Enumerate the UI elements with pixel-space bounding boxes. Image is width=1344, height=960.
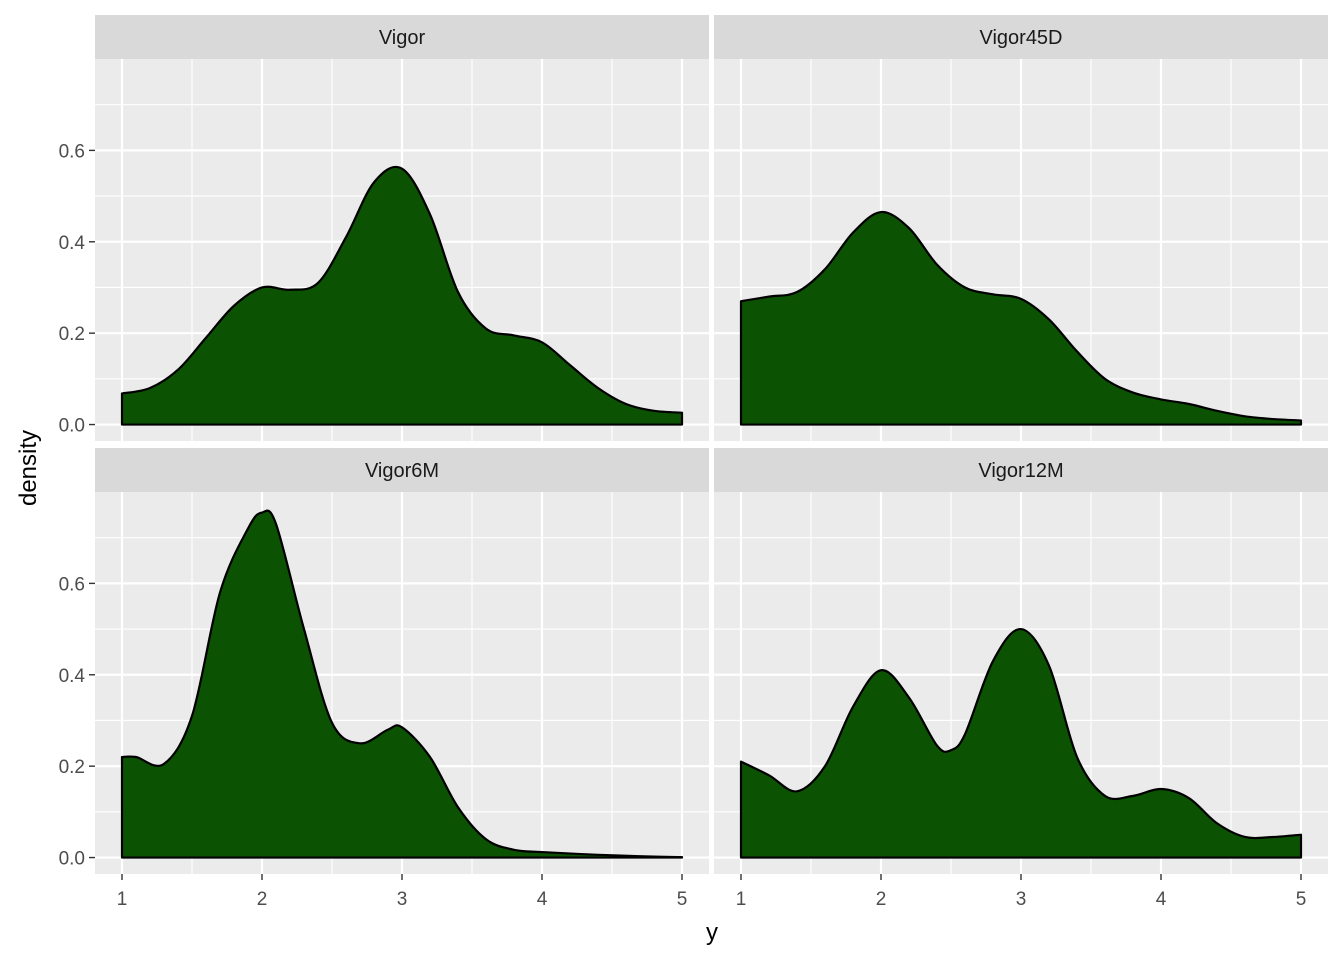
panel-vigor: Vigor: [95, 15, 709, 441]
panel-vigor12m: Vigor12M: [714, 448, 1328, 874]
strip-label-vigor45d: Vigor45D: [979, 27, 1062, 49]
strip-label-vigor6m: Vigor6M: [365, 460, 439, 482]
x-tick-label: 1: [117, 889, 128, 910]
strip-vigor12m: [714, 448, 1328, 492]
density-area-vigor45d: [739, 210, 1303, 426]
density-area-vigor12m: [739, 627, 1303, 859]
panels-layer: Vigor Vigor45D Vigor6M Vigor12M: [95, 15, 1328, 874]
strip-label-vigor: Vigor: [379, 27, 426, 49]
x-tick-label: 4: [537, 889, 548, 910]
y-axis-title: density: [15, 430, 42, 506]
density-area-vigor6m: [120, 509, 684, 859]
x-tick-label: 3: [1016, 889, 1027, 910]
x-tick-label: 2: [257, 889, 268, 910]
y-tick-label: 0.4: [59, 666, 86, 687]
x-tick-label: 4: [1156, 889, 1167, 910]
x-axis-title: y: [706, 919, 718, 946]
y-tick-label: 0.4: [59, 233, 86, 254]
strip-vigor6m: [95, 448, 709, 492]
axes-layer: 0.0 0.2 0.4 0.6 0.0 0.2 0.4 0.6 1 2 3 4 5 1 2 3 4 5: [59, 141, 1307, 910]
y-tick-label: 0.0: [59, 416, 85, 437]
panel-vigor45d: Vigor45D: [714, 15, 1328, 441]
y-tick-label: 0.6: [59, 574, 85, 595]
y-tick-label: 0.0: [59, 849, 85, 870]
x-tick-label: 5: [1296, 889, 1307, 910]
strip-label-vigor12m: Vigor12M: [978, 460, 1063, 482]
x-tick-label: 1: [736, 889, 747, 910]
strip-vigor45d: [714, 15, 1328, 59]
x-tick-label: 3: [397, 889, 408, 910]
panel-vigor6m: Vigor6M: [95, 448, 709, 874]
y-tick-label: 0.2: [59, 757, 85, 778]
x-tick-label: 2: [876, 889, 887, 910]
y-tick-label: 0.2: [59, 324, 85, 345]
density-area-vigor: [120, 165, 684, 426]
x-tick-label: 5: [677, 889, 688, 910]
y-tick-label: 0.6: [59, 141, 85, 162]
strip-vigor: [95, 15, 709, 59]
